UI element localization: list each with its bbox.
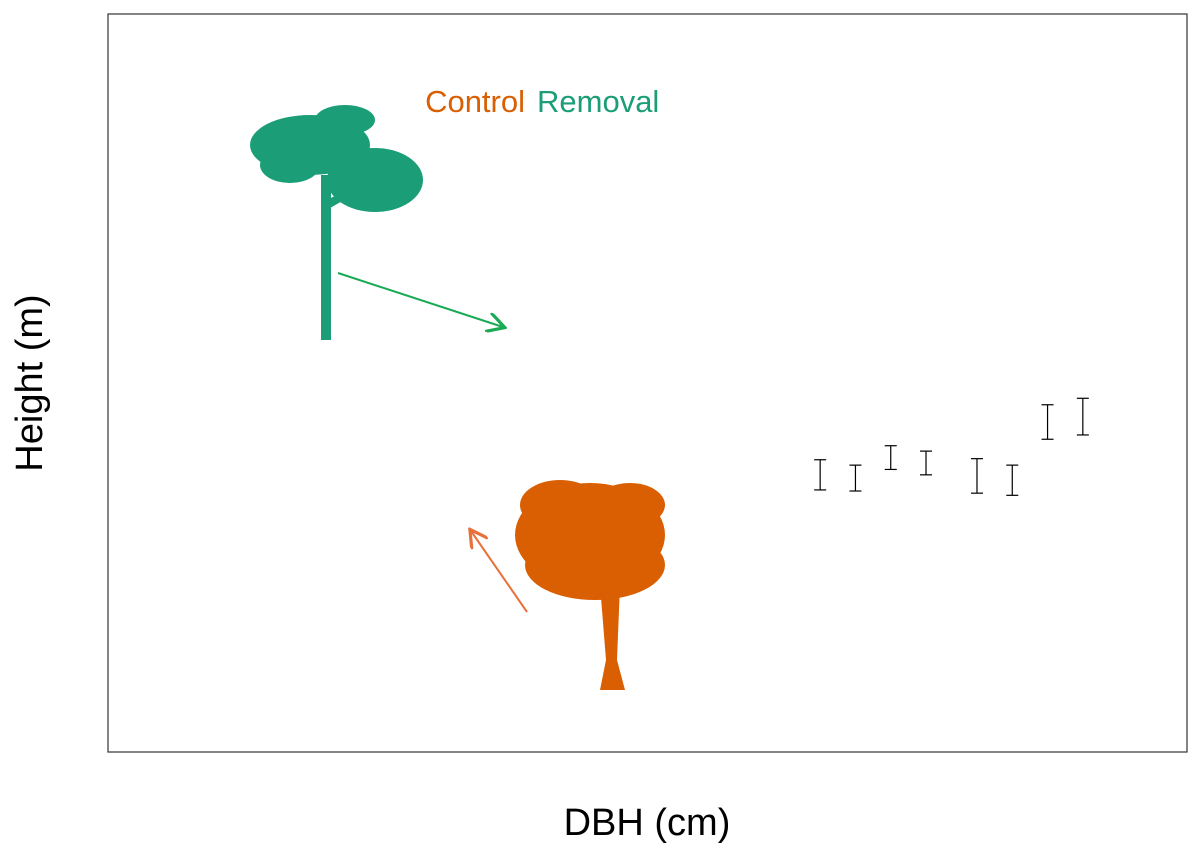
error-bar: [884, 445, 897, 471]
error-bar: [920, 450, 933, 476]
error-bar: [1041, 404, 1054, 440]
error-bar: [1076, 397, 1089, 436]
inset-chart: [814, 397, 1089, 496]
y-axis-title: Height (m): [9, 294, 51, 471]
arrow: [471, 531, 528, 613]
legend-entry: Removal: [537, 84, 659, 119]
error-bar: [814, 459, 827, 491]
control-tree: [515, 480, 665, 690]
error-bar: [1006, 464, 1019, 496]
error-bar: [970, 458, 983, 494]
arrow: [337, 272, 503, 327]
legend-entry: Control: [425, 84, 525, 119]
tree-silhouettes: [250, 105, 665, 690]
x-axis-title: DBH (cm): [564, 802, 731, 844]
removal-tree: [250, 105, 423, 340]
error-bar: [849, 464, 862, 492]
panel-border: [107, 13, 1188, 753]
